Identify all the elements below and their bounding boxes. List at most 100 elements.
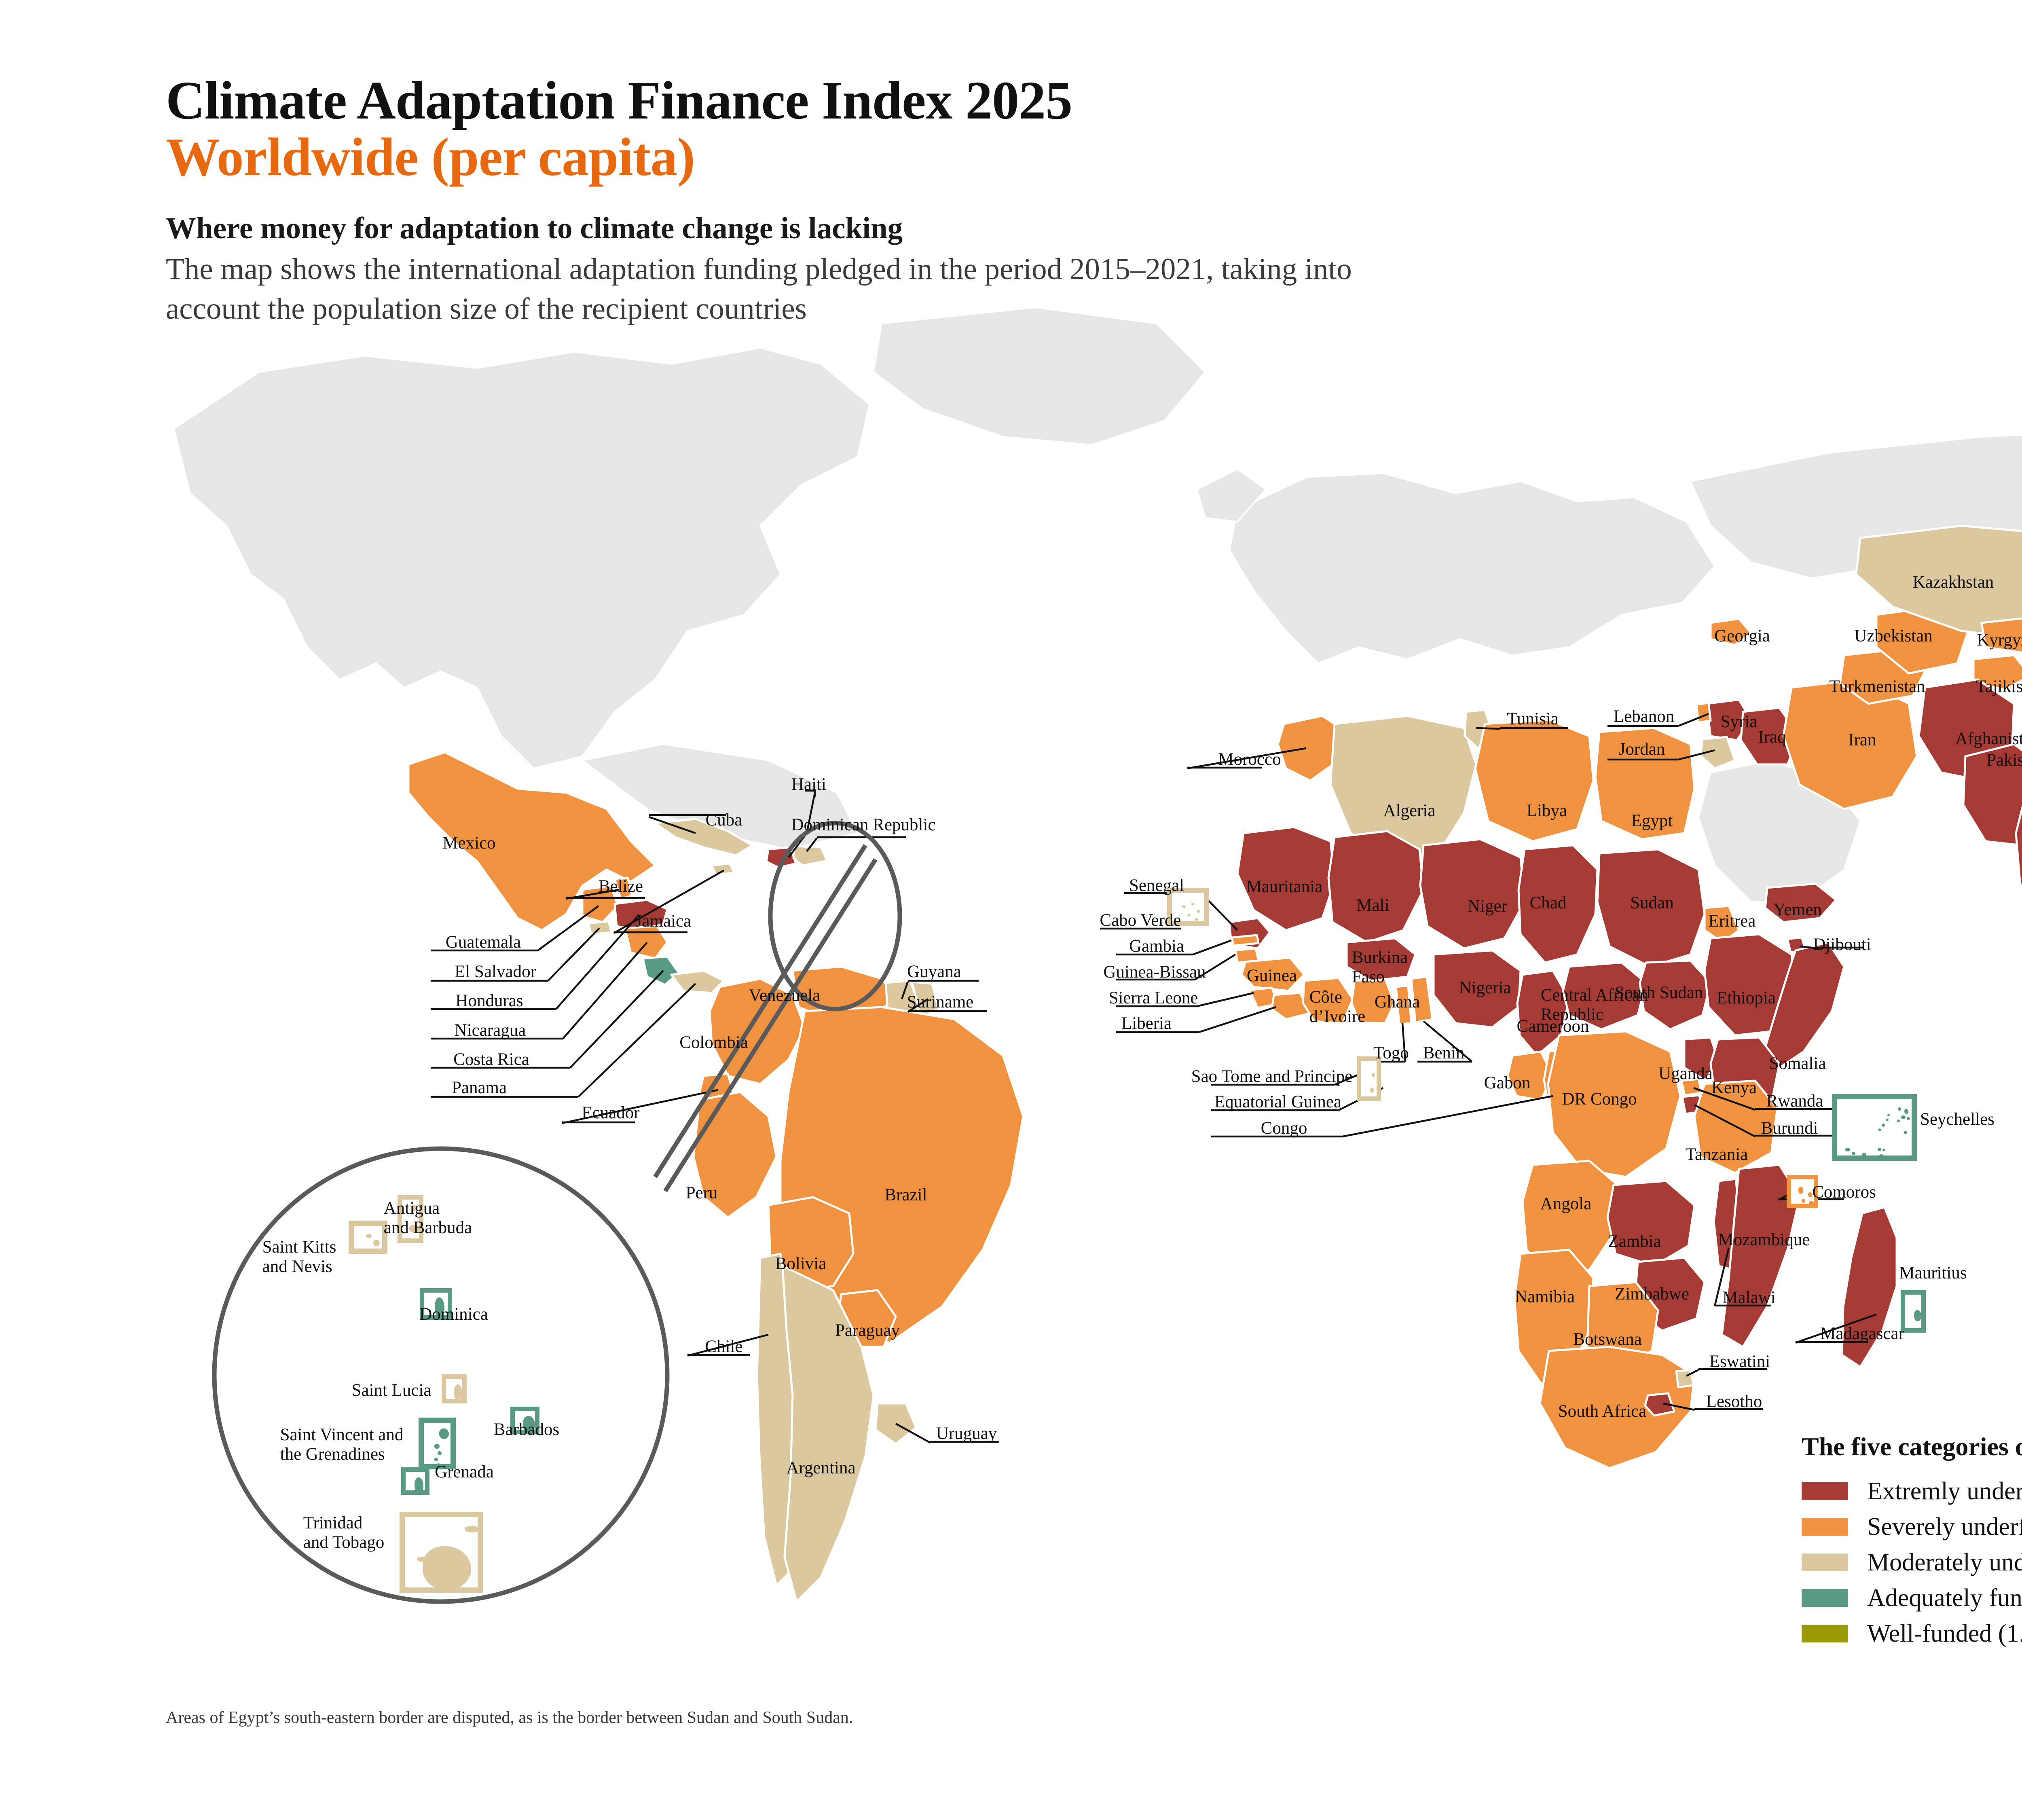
map-label-jordan: Jordan xyxy=(1618,739,1665,759)
map-label-dr-congo: DR Congo xyxy=(1562,1089,1637,1109)
legend: The five categories of the index: Extrem… xyxy=(1802,1432,2022,1657)
country-jamaica xyxy=(711,862,735,876)
country-peru xyxy=(692,1091,778,1219)
inset-island-shape xyxy=(1187,914,1190,916)
inset-island-shape xyxy=(1798,1187,1803,1194)
map-label-senegal: Senegal xyxy=(1129,876,1184,895)
map-label-eswatini: Eswatini xyxy=(1709,1352,1770,1371)
inset-island-shape xyxy=(1845,1148,1850,1151)
map-label-paraguay: Paraguay xyxy=(835,1321,900,1340)
map-label-guatemala: Guatemala xyxy=(445,932,521,952)
map-footnote: Areas of Egypt’s south-eastern border ar… xyxy=(166,1708,853,1727)
map-label-togo: Togo xyxy=(1373,1043,1409,1062)
inset-island-shape xyxy=(439,1428,449,1439)
country-egypt xyxy=(1594,727,1696,840)
map-label-zimbabwe: Zimbabwe xyxy=(1615,1284,1689,1304)
map-label-djibouti: Djibouti xyxy=(1813,935,1871,954)
country-india xyxy=(2015,804,2022,895)
inset-box-grenada xyxy=(401,1467,429,1495)
country-costarica xyxy=(642,955,680,986)
map-label-central-african-republic: Central African Republic xyxy=(1540,985,1649,1024)
country-liberia xyxy=(1271,992,1311,1020)
page-title: Climate Adaptation Finance Index 2025 xyxy=(166,70,1072,130)
inset-island-shape xyxy=(1878,1128,1881,1131)
inset-island-shape xyxy=(1195,918,1198,921)
map-label-burkina-faso: Burkina Faso xyxy=(1352,948,1408,986)
country-panama xyxy=(670,969,725,994)
map-label-ecuador: Ecuador xyxy=(582,1103,640,1122)
country-guinea xyxy=(1240,957,1305,992)
inset-island-shape xyxy=(373,1240,380,1246)
map-label-pakistan: Pakistan xyxy=(1986,750,2022,770)
map-label-chad: Chad xyxy=(1529,893,1567,912)
country-cotedivoire xyxy=(1302,977,1354,1024)
map-label-saint-vincent-and-the-grenadines: Saint Vincent and the Grenadines xyxy=(280,1425,404,1464)
map-label-guinea: Guinea xyxy=(1246,966,1297,985)
map-label-brazil: Brazil xyxy=(884,1185,927,1204)
inset-island-shape xyxy=(454,1384,462,1401)
map-label-el-salvador: El Salvador xyxy=(455,962,536,981)
map-label-uruguay: Uruguay xyxy=(936,1424,997,1443)
country-georgia xyxy=(1709,618,1752,646)
map-label-cabo-verde: Cabo Verde xyxy=(1100,910,1181,930)
caribbean-magnifier xyxy=(212,821,902,1604)
legend-swatch-severe xyxy=(1802,1518,1848,1536)
map-label-belize: Belize xyxy=(599,876,643,896)
legend-item-well: Well-funded (1.01−2) xyxy=(1802,1621,2022,1646)
country-southsudan xyxy=(1639,959,1712,1031)
inset-island-shape xyxy=(1191,903,1194,905)
inset-box-saint-kitts-nevis xyxy=(349,1221,387,1254)
legend-swatch-moderate xyxy=(1802,1553,1848,1571)
legend-item-severe: Severely underfunded (0.5−0.64) xyxy=(1802,1514,2022,1539)
africa-countries xyxy=(1228,709,1898,1469)
inset-box-comoros xyxy=(1787,1175,1818,1208)
map-label-morocco: Morocco xyxy=(1218,749,1281,769)
inset-island-shape xyxy=(1907,1117,1910,1120)
asia-countries xyxy=(1695,525,2022,895)
country-chad xyxy=(1517,844,1599,964)
map-label-liberia: Liberia xyxy=(1121,1014,1172,1033)
base-landmass-group xyxy=(173,306,2022,903)
map-label-grenada: Grenada xyxy=(435,1462,494,1481)
country-cameroon xyxy=(1516,969,1570,1057)
legend-swatch-extreme xyxy=(1802,1482,1848,1500)
map-label-burundi: Burundi xyxy=(1761,1118,1818,1138)
legend-label-severe: Severely underfunded (0.5−0.64) xyxy=(1867,1513,2022,1541)
map-label-guyana: Guyana xyxy=(907,962,961,981)
inset-island-shape xyxy=(1904,1109,1908,1114)
map-label-comoros: Comoros xyxy=(1812,1182,1876,1202)
inset-island-shape xyxy=(417,1557,427,1562)
inset-island-shape xyxy=(438,1451,442,1455)
map-label-ghana: Ghana xyxy=(1374,992,1420,1012)
country-honduras xyxy=(613,899,668,931)
map-label-egypt: Egypt xyxy=(1631,811,1673,830)
inset-box-trinidad-tobago xyxy=(400,1512,483,1593)
country-pakistan xyxy=(1962,743,2022,847)
map-label-mali: Mali xyxy=(1356,895,1390,915)
leader-lines xyxy=(431,713,1877,1443)
inset-box-dominica xyxy=(420,1288,452,1320)
map-label-nigeria: Nigeria xyxy=(1459,978,1511,997)
map-label-barbados: Barbados xyxy=(493,1420,560,1439)
legend-item-moderate: Moderately underfunded (0.65−0.8) xyxy=(1802,1550,2022,1575)
map-label-south-sudan: South Sudan xyxy=(1614,983,1703,1002)
map-label-peru: Peru xyxy=(685,1183,718,1202)
standfirst-text: The map shows the international adaptati… xyxy=(166,252,1352,326)
map-label-lebanon: Lebanon xyxy=(1613,707,1675,726)
inset-island-shape xyxy=(1879,1154,1884,1158)
country-mauritania xyxy=(1236,826,1336,931)
map-label-uzbekistan: Uzbekistan xyxy=(1854,626,1933,645)
country-dominicanrepublic xyxy=(792,845,828,867)
inset-island-shape xyxy=(1372,1073,1375,1077)
country-angola xyxy=(1521,1160,1619,1279)
legend-rows: Extremly underfunded (0−0.49) Severely un… xyxy=(1802,1479,2022,1646)
inset-island-shape xyxy=(434,1444,440,1449)
map-label-iraq: Iraq xyxy=(1758,727,1786,747)
map-label-panama: Panama xyxy=(451,1078,507,1097)
inset-island-shape xyxy=(409,1225,420,1233)
legend-label-adequate: Adequately funded (0.81−1) xyxy=(1867,1584,2022,1612)
country-benin xyxy=(1410,976,1434,1024)
map-label-sierra-leone: Sierra Leone xyxy=(1108,988,1198,1007)
map-label-angola: Angola xyxy=(1540,1194,1592,1213)
